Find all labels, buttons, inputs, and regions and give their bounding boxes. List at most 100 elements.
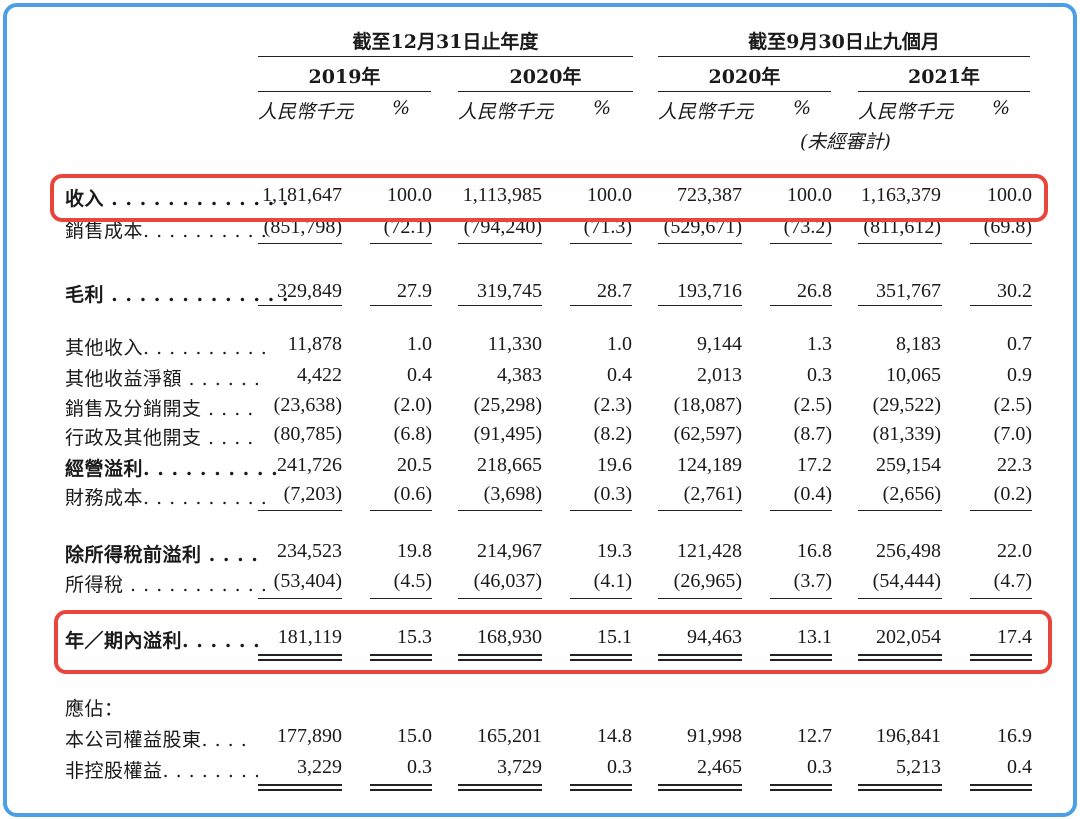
table-cell: (8.2) xyxy=(593,423,632,445)
table-cell: 17.4 xyxy=(997,626,1032,648)
table-cell: 319,745 xyxy=(477,280,542,302)
attributable-label: 應佔： xyxy=(65,698,124,720)
table-cell: 19.6 xyxy=(597,454,632,476)
table-cell: 100.0 xyxy=(987,184,1032,206)
unit-rmb-3: 人民幣千元 xyxy=(658,101,754,123)
table-cell: 0.4 xyxy=(407,364,432,386)
subtotal-rule xyxy=(858,243,942,244)
table-cell: (4.1) xyxy=(593,570,632,592)
table-cell: 22.0 xyxy=(997,540,1032,562)
table-cell: 1,181,647 xyxy=(262,184,342,206)
header-nine-months: 截至9月30日止九個月 xyxy=(748,31,940,53)
table-cell: 10,065 xyxy=(886,364,941,386)
total-double-rule xyxy=(258,784,342,791)
table-cell: 0.3 xyxy=(607,756,632,778)
total-double-rule xyxy=(258,654,342,661)
unit-rmb-4: 人民幣千元 xyxy=(858,101,954,123)
table-cell: (29,522) xyxy=(872,394,941,416)
table-cell: 5,213 xyxy=(896,756,941,778)
subtotal-rule xyxy=(570,598,632,599)
subtotal-rule xyxy=(570,510,632,511)
year-rule-2019 xyxy=(258,91,431,92)
table-cell: (53,404) xyxy=(273,570,342,592)
subtotal-rule xyxy=(770,598,832,599)
table-cell: 121,428 xyxy=(677,540,742,562)
table-cell: 723,387 xyxy=(677,184,742,206)
table-cell: 100.0 xyxy=(387,184,432,206)
row-label: 非控股權益. . . . . . . . xyxy=(65,760,261,782)
table-cell: (2,761) xyxy=(683,483,742,505)
total-double-rule xyxy=(370,654,432,661)
table-cell: (0.4) xyxy=(793,483,832,505)
table-cell: (91,495) xyxy=(473,423,542,445)
row-label: 行政及其他開支 . . . . xyxy=(65,427,254,449)
row-label: 經營溢利. . . . . . . . . . xyxy=(65,458,279,480)
table-cell: 165,201 xyxy=(477,725,542,747)
highlight-revenue xyxy=(50,174,1048,222)
total-double-rule xyxy=(770,654,832,661)
row-label: 毛利 . . . . . . . . . . . . . xyxy=(65,284,289,306)
year-rule-2021 xyxy=(858,91,1030,92)
unit-pct-3: % xyxy=(793,97,812,119)
table-cell: 0.4 xyxy=(607,364,632,386)
table-cell: 15.3 xyxy=(397,626,432,648)
header-year-ended: 截至12月31日止年度 xyxy=(352,31,539,53)
table-cell: 168,930 xyxy=(477,626,542,648)
table-cell: 100.0 xyxy=(787,184,832,206)
table-cell: 30.2 xyxy=(997,280,1032,302)
table-cell: (2.3) xyxy=(593,394,632,416)
table-cell: 20.5 xyxy=(397,454,432,476)
subtotal-rule xyxy=(658,510,742,511)
table-cell: (0.6) xyxy=(393,483,432,505)
unit-pct-1: % xyxy=(392,97,411,119)
table-cell: 0.7 xyxy=(1007,333,1032,355)
subtotal-rule xyxy=(370,598,432,599)
table-cell: 193,716 xyxy=(677,280,742,302)
table-cell: (81,339) xyxy=(872,423,941,445)
table-cell: 0.9 xyxy=(1007,364,1032,386)
subtotal-rule xyxy=(570,305,632,306)
table-cell: 1,163,379 xyxy=(861,184,941,206)
table-cell: (18,087) xyxy=(673,394,742,416)
subtotal-rule xyxy=(458,510,542,511)
row-label: 年／期內溢利. . . . . . xyxy=(65,630,261,652)
table-cell: (3,698) xyxy=(483,483,542,505)
subtotal-rule xyxy=(770,243,832,244)
table-cell: 3,729 xyxy=(497,756,542,778)
total-double-rule xyxy=(970,784,1032,791)
table-cell: 14.8 xyxy=(597,725,632,747)
subtotal-rule xyxy=(370,305,432,306)
table-cell: 0.3 xyxy=(807,756,832,778)
year-2021: 2021年 xyxy=(908,66,980,88)
table-cell: 27.9 xyxy=(397,280,432,302)
total-double-rule xyxy=(458,784,542,791)
total-double-rule xyxy=(570,784,632,791)
table-cell: 181,119 xyxy=(277,626,342,648)
unit-rmb-2: 人民幣千元 xyxy=(458,101,554,123)
subtotal-rule xyxy=(258,243,342,244)
total-double-rule xyxy=(858,784,942,791)
table-cell: (23,638) xyxy=(273,394,342,416)
table-cell: (7.0) xyxy=(993,423,1032,445)
table-cell: 241,726 xyxy=(277,454,342,476)
table-cell: (80,785) xyxy=(273,423,342,445)
subtotal-rule xyxy=(458,598,542,599)
header-rule-1 xyxy=(258,56,633,57)
table-cell: (4.7) xyxy=(993,570,1032,592)
table-cell: (3.7) xyxy=(793,570,832,592)
table-cell: 11,878 xyxy=(287,333,342,355)
subtotal-rule xyxy=(258,510,342,511)
highlight-profit xyxy=(54,610,1052,674)
table-cell: 19.8 xyxy=(397,540,432,562)
table-cell: 3,229 xyxy=(297,756,342,778)
table-cell: 15.1 xyxy=(597,626,632,648)
table-cell: 202,054 xyxy=(876,626,941,648)
row-label: 除所得稅前溢利 . . . . xyxy=(65,544,259,566)
year-rule-2020a xyxy=(458,91,633,92)
total-double-rule xyxy=(858,654,942,661)
table-cell: 17.2 xyxy=(797,454,832,476)
subtotal-rule xyxy=(658,243,742,244)
table-cell: 9,144 xyxy=(697,333,742,355)
table-cell: 1.0 xyxy=(407,333,432,355)
total-double-rule xyxy=(458,654,542,661)
